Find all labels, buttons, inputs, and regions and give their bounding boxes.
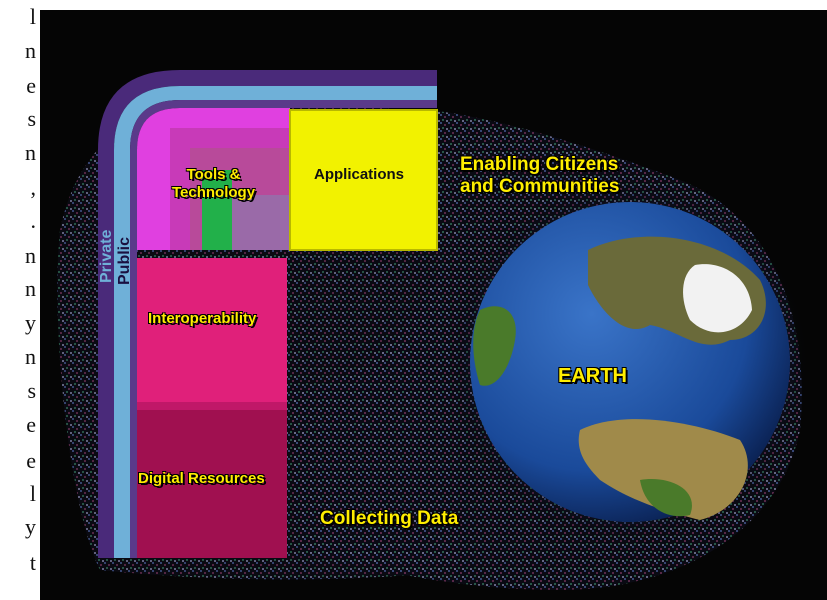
earth-globe [450, 182, 810, 542]
interoperability-label: Interoperability [148, 310, 257, 327]
earth-label: EARTH [558, 365, 627, 387]
margin-letter: e [26, 448, 36, 473]
applications-block [289, 109, 438, 251]
applications-label: Applications [314, 166, 405, 183]
tools-technology-label: Tools & Technology [172, 166, 256, 201]
margin-letter: s [27, 106, 36, 131]
margin-letter: n [25, 140, 36, 165]
margin-letter: n [25, 276, 36, 301]
margin-letter: s [27, 378, 36, 403]
diagram-canvas: Private Public Tools & Technology Applic… [40, 10, 827, 600]
private-label: Private [98, 229, 115, 283]
margin-letter: n [25, 38, 36, 63]
margin-letter: n [25, 344, 36, 369]
margin-letter: n [25, 243, 36, 268]
margin-letter: , [30, 175, 37, 200]
collecting-data-label: Collecting Data [320, 508, 459, 529]
digital-resources-block [137, 410, 287, 558]
interoperability-block [137, 258, 287, 402]
margin-letter: l [29, 4, 36, 29]
margin-letter: t [29, 550, 36, 575]
enabling-citizens-label: Enabling Citizens and Communities [460, 154, 620, 197]
margin-letter: . [30, 208, 37, 233]
margin-letter: l [29, 481, 36, 506]
digital-resources-label: Digital Resources [138, 470, 265, 487]
margin-letter: y [25, 310, 36, 335]
tools-technology-block [137, 108, 290, 250]
diagram-graphics [57, 70, 810, 590]
margin-letter: e [26, 412, 36, 437]
public-label: Public [116, 236, 133, 285]
margin-letter: y [25, 514, 36, 539]
margin-letter: e [26, 73, 36, 98]
